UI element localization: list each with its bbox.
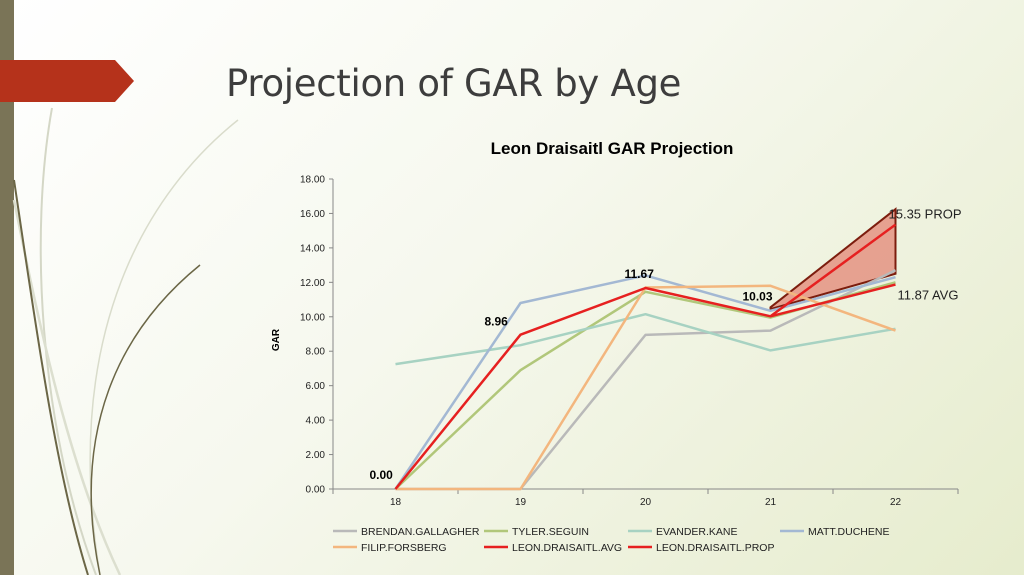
projection-band-layer [769,207,897,311]
y-tick-label: 4.00 [306,416,326,427]
swoosh-curve-light-2 [89,119,239,575]
chart-legend: BRENDAN.GALLAGHER TYLER.SEGUIN EVANDER.KAN… [333,526,889,554]
y-tick-label: 16.00 [300,209,325,220]
series-line-leon-draisaitl-prop [769,223,897,318]
series-line-leon-draisaitl-avg [394,283,896,490]
y-tick-label: 2.00 [306,450,326,461]
data-label: 11.67 [625,267,655,281]
annotation-label: 11.87 AVG [898,288,959,303]
y-tick-label: 8.00 [306,347,326,358]
data-label: 8.96 [485,315,509,329]
data-label: 0.00 [370,468,394,482]
y-tick-label: 18.00 [300,175,325,186]
chart-title: Leon Draisaitl GAR Projection [491,139,734,158]
x-tick-label: 18 [390,497,402,508]
series-line-evander-kane [395,312,896,366]
series-layer [394,223,897,491]
y-tick-label: 0.00 [306,485,326,496]
title-accent-tab [0,60,134,102]
projection-band [769,207,897,311]
legend-label: TYLER.SEGUIN [512,526,589,538]
y-tick-label: 14.00 [300,243,325,254]
left-accent-bar [0,0,14,575]
y-axis-label: GAR [271,328,282,351]
x-tick-label: 22 [890,497,902,508]
slide-title: Projection of GAR by Age [226,62,682,105]
y-tick-label: 10.00 [300,312,325,323]
annotation-label: 15.35 PROP [889,207,962,222]
data-labels-layer: 0.00 8.96 11.67 10.03 15.35 PROP 11.87 AVG [370,207,962,482]
decorative-swoosh [12,107,239,575]
x-tick-label: 19 [515,497,527,508]
legend-label: BRENDAN.GALLAGHER [361,526,480,538]
x-tick-label: 20 [640,497,652,508]
legend-label: EVANDER.KANE [656,526,738,538]
swoosh-curve-light-1 [39,107,97,575]
chart-axes: 0.00 2.00 4.00 6.00 8.00 10.00 12.00 14.00 16.00… [300,175,959,508]
series-line-filip-forsberg [395,284,896,491]
y-tick-label: 6.00 [306,381,326,392]
y-tick-label: 12.00 [300,278,325,289]
legend-label: LEON.DRAISAITL.PROP [656,542,774,554]
swoosh-curve-dark-2 [13,179,89,575]
data-label: 10.03 [743,289,773,303]
legend-label: LEON.DRAISAITL.AVG [512,542,622,554]
legend-label: FILIP.FORSBERG [361,542,447,554]
legend-label: MATT.DUCHENE [808,526,889,538]
swoosh-curve-dark-1 [90,264,201,575]
x-tick-label: 21 [765,497,777,508]
